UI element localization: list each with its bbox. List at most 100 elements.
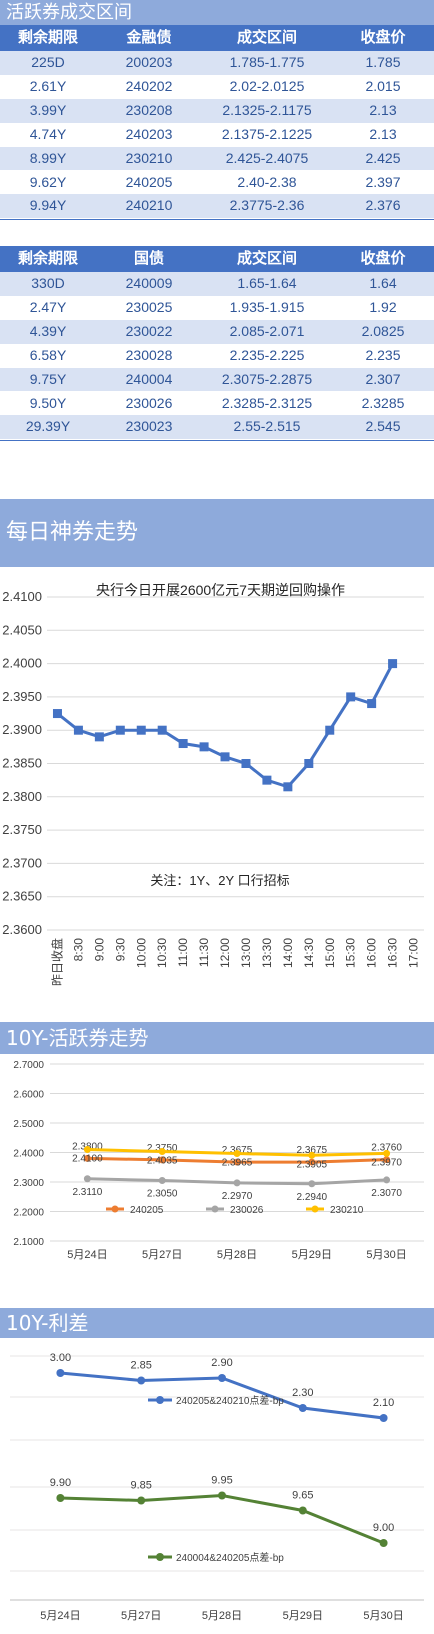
bond-code-cell: 230210 — [125, 149, 173, 166]
range-cell: 2.1375-2.1225 — [221, 125, 313, 142]
data-point — [233, 1150, 241, 1158]
range-cell: 2.3775-2.36 — [229, 197, 305, 214]
x-tick-label: 16:00 — [365, 938, 379, 968]
data-point — [383, 1176, 391, 1184]
term-cell: 330D — [31, 275, 65, 291]
x-tick-label: 5月29日 — [283, 1610, 323, 1622]
table-row: 4.74Y 240203 2.1375-2.1225 2.13 — [0, 122, 434, 147]
range-cell: 2.55-2.515 — [233, 418, 301, 435]
table-row: 9.94Y 240210 2.3775-2.36 2.376 — [0, 194, 434, 219]
y-tick-label: 2.6000 — [13, 1090, 44, 1101]
range-cell: 1.65-1.64 — [237, 275, 297, 291]
table1-header: 剩余期限 金融债 成交区间 收盘价 — [0, 25, 434, 51]
data-label: 9.85 — [130, 1480, 151, 1492]
close-cell: 2.397 — [365, 173, 401, 190]
bond-code-cell: 230026 — [125, 394, 173, 411]
data-label: 2.3760 — [371, 1143, 402, 1154]
close-cell: 2.0825 — [361, 322, 405, 339]
legend-label: 240004&240205点差-bp — [176, 1551, 284, 1564]
range-cell: 1.935-1.915 — [229, 298, 305, 315]
y-tick-label: 2.2000 — [13, 1208, 44, 1219]
table-row: 2.61Y 240202 2.02-2.0125 2.015 — [0, 74, 434, 99]
legend-label: 230026 — [230, 1205, 264, 1216]
data-label: 2.2970 — [222, 1191, 253, 1202]
range-cell: 1.785-1.775 — [229, 54, 305, 70]
x-tick-label: 9:00 — [92, 938, 106, 962]
data-point — [308, 1151, 316, 1159]
range-cell: 2.40-2.38 — [237, 173, 297, 190]
table-row: 9.50Y 230026 2.3285-2.3125 2.3285 — [0, 391, 434, 416]
y-tick-label: 2.4000 — [13, 1149, 44, 1160]
close-cell: 2.015 — [365, 77, 401, 94]
range-cell: 2.235-2.225 — [229, 346, 305, 363]
data-point — [308, 1180, 316, 1188]
data-point — [283, 782, 293, 792]
data-point — [83, 1175, 91, 1183]
data-point — [367, 699, 377, 709]
table-row: 225D 200203 1.785-1.775 1.785 — [0, 51, 434, 75]
data-label: 3.00 — [50, 1352, 71, 1364]
close-cell: 2.235 — [365, 346, 401, 363]
data-point — [73, 725, 83, 735]
header-remaining-term: 剩余期限 — [17, 29, 78, 46]
x-tick-label: 5月29日 — [292, 1249, 332, 1261]
x-tick-label: 14:30 — [302, 938, 316, 968]
term-cell: 8.99Y — [29, 149, 67, 166]
data-label: 2.3070 — [371, 1188, 402, 1199]
data-point — [137, 1496, 146, 1505]
spread10y-chart: 5月24日 5月27日 5月28日 5月29日 5月30日 3.00 2.85 2.90 2.3… — [0, 1338, 434, 1629]
table-row: 6.58Y 230028 2.235-2.225 2.235 — [0, 343, 434, 368]
data-point — [199, 742, 209, 752]
spread10y-chart-svg: 5月24日 5月27日 5月28日 5月29日 5月30日 3.00 2.85 2.90 2.3… — [10, 1352, 424, 1622]
term-cell: 225D — [31, 54, 65, 70]
legend-label: 230210 — [330, 1205, 364, 1216]
term-cell: 9.62Y — [29, 173, 67, 190]
close-cell: 2.3285 — [361, 394, 405, 411]
term-cell: 4.39Y — [29, 322, 67, 339]
data-point — [308, 1158, 316, 1166]
y-tick-label: 2.3650 — [2, 889, 42, 904]
data-label: 2.3675 — [297, 1145, 328, 1156]
data-point — [346, 692, 356, 702]
data-label: 9.65 — [292, 1490, 313, 1502]
header-treasury-bond: 国债 — [133, 250, 164, 267]
series-line — [56, 662, 394, 789]
range-cell: 2.3075-2.2875 — [221, 370, 313, 387]
x-tick-label: 16:30 — [386, 938, 400, 968]
close-cell: 1.64 — [369, 275, 397, 291]
data-point — [136, 725, 146, 735]
y-tick-label: 2.4100 — [2, 589, 42, 604]
spread10y-section-title: 10Y-利差 — [0, 1308, 434, 1338]
data-point — [388, 659, 398, 669]
x-tick-label: 5月30日 — [366, 1249, 406, 1261]
legend-label: 240205 — [130, 1205, 164, 1216]
daily-chart-svg: 2.3600 2.3650 2.3700 2.3750 2.3800 2.3850 2.39… — [2, 582, 424, 986]
data-label: 2.3050 — [147, 1189, 178, 1200]
x-tick-label: 5月27日 — [121, 1610, 161, 1622]
header-financial-bond: 金融债 — [126, 29, 172, 46]
data-point — [115, 725, 125, 735]
table1-bottom-border — [0, 219, 434, 220]
data-label: 2.3965 — [222, 1158, 253, 1169]
data-point — [233, 1179, 241, 1187]
y-tick-label: 2.3600 — [2, 922, 42, 937]
data-point — [158, 1156, 166, 1164]
y-tick-label: 2.3700 — [2, 855, 42, 870]
data-point — [56, 1369, 65, 1377]
y-tick-label: 2.4000 — [2, 656, 42, 671]
data-label: 2.90 — [211, 1357, 232, 1369]
x-tick-label: 5月28日 — [202, 1610, 242, 1622]
bond-code-cell: 230208 — [125, 101, 173, 118]
data-label: 2.3970 — [371, 1157, 402, 1168]
table-row: 9.75Y 240004 2.3075-2.2875 2.307 — [0, 367, 434, 392]
x-tick-label: 5月24日 — [67, 1249, 107, 1261]
data-label: 2.4035 — [147, 1155, 178, 1166]
header-remaining-term: 剩余期限 — [17, 250, 78, 267]
table2-header: 剩余期限 国债 成交区间 收盘价 — [0, 246, 434, 272]
range-cell: 2.3285-2.3125 — [221, 394, 313, 411]
term-cell: 9.75Y — [29, 370, 67, 387]
data-point — [218, 1491, 226, 1500]
bond-code-cell: 240009 — [125, 275, 173, 291]
data-point — [304, 759, 314, 768]
x-tick-label: 5月28日 — [217, 1249, 257, 1261]
